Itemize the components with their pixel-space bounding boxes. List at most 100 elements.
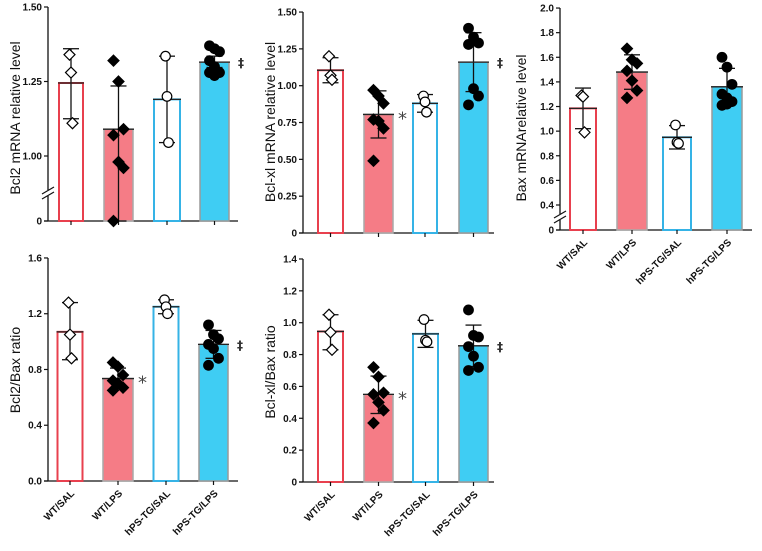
y-axis-title: Bcl-xl mRNA relative level: [262, 42, 278, 202]
data-point-diamond: [107, 128, 120, 142]
data-point-circle: [473, 331, 484, 343]
data-point-diamond: [107, 214, 120, 228]
data-point-diamond: [322, 49, 336, 63]
axis-break-mark: [41, 191, 55, 200]
x-tick-label: WT/LPS: [351, 489, 386, 524]
y-tick-label: 0: [548, 226, 554, 237]
x-tick-label: hPS-TG/SAL: [383, 489, 433, 539]
data-point-diamond: [367, 360, 380, 374]
y-tick-label: 0.6: [283, 382, 297, 393]
x-tick-label: WT/LPS: [605, 237, 640, 272]
significance-asterisk: *: [138, 373, 147, 394]
x-tick-label: hPS-TG/SAL: [123, 488, 173, 538]
data-point-diamond: [106, 384, 120, 397]
bar-wt-sal: [317, 330, 344, 483]
y-tick-label: 0.6: [540, 176, 554, 187]
data-point-diamond: [377, 97, 390, 110]
axis-break-mark: [553, 210, 567, 219]
y-tick-label: 0: [291, 229, 297, 240]
y-tick-label: 0: [36, 217, 42, 228]
axis-break-mark: [553, 215, 567, 224]
data-point-diamond: [324, 325, 337, 339]
y-tick-label: 0.8: [28, 365, 42, 376]
data-point-circle: [418, 314, 430, 325]
data-point-circle: [473, 361, 484, 373]
data-point-diamond: [117, 122, 130, 136]
y-tick-label: 0.4: [283, 414, 297, 425]
y-tick-label: 0.75: [278, 118, 298, 129]
x-tick-label: hPS-TG/SAL: [634, 237, 684, 287]
bar-wt-lps: [102, 377, 134, 482]
data-point-circle: [160, 50, 171, 62]
y-tick-label: 0: [291, 478, 297, 489]
data-point-circle: [214, 46, 225, 58]
data-point-diamond: [630, 57, 644, 70]
axis-break-mark: [41, 186, 55, 195]
y-tick-label: 0.25: [278, 192, 298, 203]
y-tick-label: 1.6: [28, 253, 42, 264]
data-point-diamond: [377, 122, 390, 135]
data-point-diamond: [112, 75, 125, 88]
significance-dagger: ‡: [237, 338, 243, 352]
y-tick-label: 0.2: [283, 446, 297, 457]
data-point-circle: [721, 98, 733, 110]
data-point-circle: [726, 78, 738, 90]
data-point-circle: [163, 137, 174, 148]
y-axis-title: Bcl2 mRNA relative level: [7, 41, 23, 194]
data-point-circle: [463, 22, 474, 34]
data-point-diamond: [367, 416, 380, 430]
bar-hps-tg-lps: [199, 61, 230, 222]
chart-panel-5: 0 0.2 0.4 0.6 0.8 1.0 1.2 1.4 Bcl-xl/Bax ratio WT…: [262, 254, 503, 539]
data-point-diamond: [367, 154, 380, 168]
data-point-circle: [463, 365, 474, 376]
y-tick-label: 1.2: [28, 309, 42, 320]
data-point-diamond: [578, 126, 591, 139]
data-point-diamond: [66, 116, 79, 130]
data-point-circle: [473, 37, 484, 49]
y-tick-label: 1.25: [278, 44, 298, 55]
y-tick-label: 1.0: [540, 127, 554, 138]
y-tick-label: 1.2: [283, 286, 297, 297]
data-point-diamond: [107, 54, 120, 67]
data-point-diamond: [62, 296, 75, 309]
y-tick-label: 2.0: [540, 4, 554, 15]
y-tick-label: 0.4: [28, 421, 42, 432]
data-point-circle: [213, 333, 224, 345]
bar-wt-lps: [616, 71, 648, 231]
data-point-circle: [716, 51, 728, 63]
data-point-diamond: [64, 66, 78, 79]
data-point-diamond: [111, 360, 125, 374]
data-point-diamond: [325, 73, 339, 87]
data-point-diamond: [372, 370, 385, 384]
y-tick-label: 0.8: [283, 350, 297, 361]
data-point-circle: [473, 90, 484, 102]
data-point-diamond: [116, 381, 130, 394]
y-tick-label: 1.50: [23, 3, 43, 14]
y-tick-label: 0.0: [28, 477, 42, 488]
significance-dagger: ‡: [238, 56, 244, 70]
data-point-circle: [463, 341, 474, 352]
x-tick-label: WT/SAL: [42, 488, 77, 523]
data-point-circle: [162, 308, 173, 320]
y-tick-label: 0.8: [540, 151, 554, 162]
x-tick-label: hPS-TG/LPS: [685, 237, 735, 287]
data-point-diamond: [116, 368, 130, 382]
y-tick-label: 1.00: [278, 81, 298, 92]
data-point-circle: [203, 359, 214, 371]
data-point-diamond: [625, 74, 639, 88]
data-point-diamond: [620, 64, 634, 78]
chart-panel-3: 0 0.4 0.6 0.8 1.0 1.2 1.4 1.6 1.8 2.0 Bax mRNArela…: [513, 4, 752, 287]
y-tick-label: 1.4: [283, 254, 297, 265]
data-point-circle: [463, 99, 474, 111]
data-point-diamond: [63, 328, 77, 341]
x-tick-label: WT/SAL: [303, 489, 338, 524]
data-point-circle: [673, 138, 684, 149]
data-point-diamond: [322, 308, 336, 322]
data-point-diamond: [576, 90, 590, 104]
data-point-diamond: [117, 161, 130, 175]
y-tick-label: 0.4: [540, 201, 554, 212]
y-tick-label: 1.4: [540, 77, 554, 88]
data-point-circle: [213, 352, 224, 364]
